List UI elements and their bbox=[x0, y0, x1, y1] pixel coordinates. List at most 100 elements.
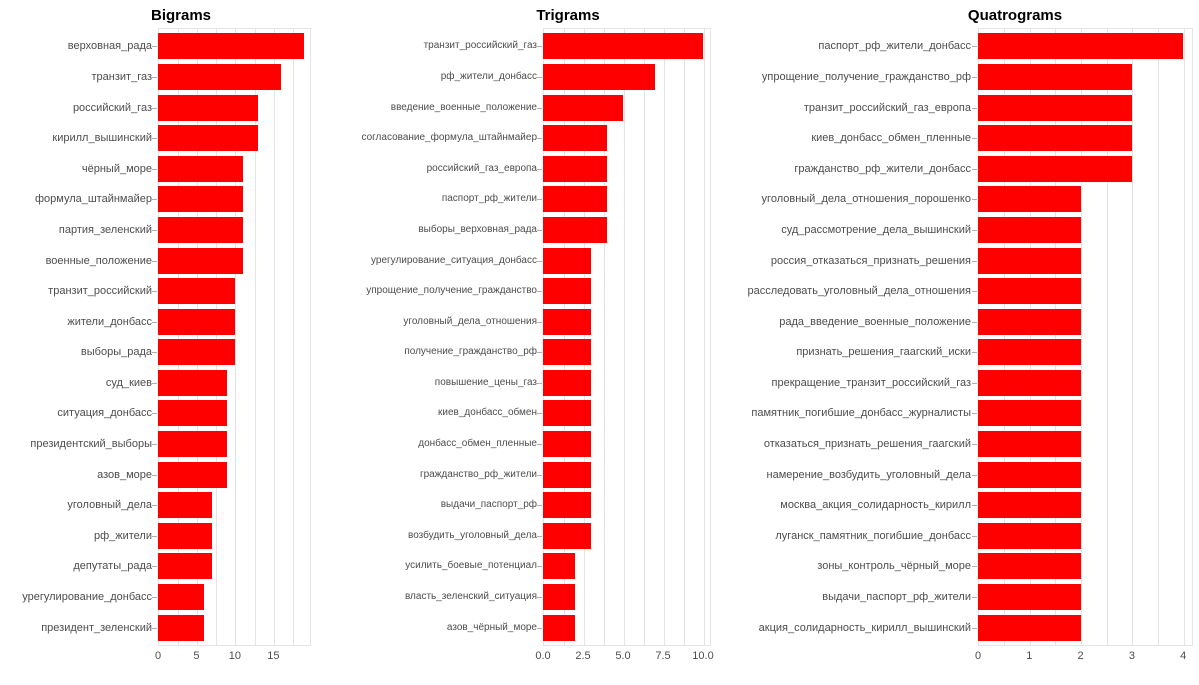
bar bbox=[158, 492, 212, 519]
category-label: уголовный_дела bbox=[67, 499, 152, 512]
y-axis-tick bbox=[152, 505, 157, 507]
gridline bbox=[273, 29, 275, 645]
y-axis-tick bbox=[972, 382, 977, 384]
bar bbox=[978, 614, 1081, 641]
category-label: расследовать_уголовный_дела_отношения bbox=[747, 285, 972, 298]
category-label: чёрный_море bbox=[81, 162, 152, 175]
y-axis-tick bbox=[537, 199, 542, 201]
bar bbox=[158, 278, 235, 305]
category-label: усилить_боевые_потенциал bbox=[405, 560, 537, 572]
bar bbox=[978, 308, 1081, 335]
gridline bbox=[216, 29, 218, 645]
chart-title-trigrams: Trigrams bbox=[536, 7, 600, 24]
category-label: памятник_погибшие_донбасс_журналисты bbox=[751, 407, 971, 420]
category-label: признать_решения_гаагский_иски bbox=[796, 346, 971, 359]
y-axis-tick bbox=[972, 76, 977, 78]
category-label: рада_введение_военные_положение bbox=[779, 315, 971, 328]
bar bbox=[978, 339, 1081, 366]
y-axis-tick bbox=[152, 229, 157, 231]
x-tick-label: 15 bbox=[267, 650, 280, 662]
bar bbox=[543, 247, 591, 274]
gridline bbox=[1132, 29, 1134, 645]
y-axis-tick bbox=[537, 168, 542, 170]
category-label: кирилл_вышинский bbox=[52, 132, 152, 145]
category-label: гражданство_рф_жители_донбасс bbox=[794, 162, 971, 175]
category-label: паспорт_рф_жители_донбасс bbox=[818, 40, 971, 53]
y-axis-tick bbox=[152, 138, 157, 140]
category-label: получение_гражданство_рф bbox=[404, 346, 537, 358]
bar bbox=[978, 155, 1132, 182]
y-axis-tick bbox=[152, 291, 157, 293]
bar bbox=[978, 553, 1081, 580]
bar bbox=[158, 522, 212, 549]
x-tick-label: 10.0 bbox=[692, 650, 714, 662]
y-axis-tick bbox=[152, 321, 157, 323]
y-axis-tick bbox=[972, 444, 977, 446]
gridline bbox=[1106, 29, 1108, 645]
bar bbox=[158, 125, 258, 152]
bar bbox=[543, 431, 591, 458]
bar bbox=[158, 186, 243, 213]
bar bbox=[543, 278, 591, 305]
bar bbox=[158, 339, 235, 366]
y-axis-tick bbox=[537, 566, 542, 568]
x-tick-label: 2 bbox=[1077, 650, 1084, 662]
x-tick-label: 5 bbox=[193, 650, 200, 662]
y-axis-tick bbox=[537, 597, 542, 599]
y-axis-tick bbox=[972, 321, 977, 323]
bar bbox=[543, 584, 575, 611]
y-axis-tick bbox=[972, 597, 977, 599]
category-label: суд_киев bbox=[105, 376, 152, 389]
x-tick-label: 0.0 bbox=[535, 650, 551, 662]
bar bbox=[158, 431, 228, 458]
category-label: российский_газ bbox=[72, 101, 152, 114]
bar bbox=[158, 584, 205, 611]
category-label: урегулирование_ситуация_донбасс bbox=[371, 254, 537, 266]
category-label: формула_штайнмайер bbox=[34, 193, 152, 206]
bar bbox=[543, 492, 591, 519]
y-axis-tick bbox=[972, 138, 977, 140]
category-label: возбудить_уголовный_дела bbox=[408, 529, 537, 541]
gridline bbox=[643, 29, 645, 645]
bar bbox=[978, 431, 1081, 458]
bar bbox=[158, 94, 258, 121]
y-axis-tick bbox=[972, 260, 977, 262]
category-label: намерение_возбудить_уголовный_дела bbox=[766, 468, 971, 481]
bar bbox=[978, 216, 1081, 243]
category-label: ситуация_донбасс bbox=[57, 407, 152, 420]
bar bbox=[158, 400, 228, 427]
gridline bbox=[583, 29, 585, 645]
y-axis-tick bbox=[537, 505, 542, 507]
category-label: выборы_верховная_рада bbox=[418, 223, 537, 235]
x-tick-label: 3 bbox=[1128, 650, 1135, 662]
bar bbox=[543, 155, 607, 182]
bar bbox=[978, 186, 1081, 213]
y-axis-tick bbox=[152, 260, 157, 262]
bar bbox=[543, 308, 591, 335]
category-label: паспорт_рф_жители bbox=[441, 193, 537, 205]
y-axis-tick bbox=[972, 46, 977, 48]
bar bbox=[978, 94, 1132, 121]
category-label: транзит_газ bbox=[91, 70, 153, 83]
category-label: акция_солидарность_кирилл_вышинский bbox=[758, 621, 971, 634]
bar bbox=[158, 553, 212, 580]
y-axis-tick bbox=[972, 352, 977, 354]
y-axis-tick bbox=[972, 474, 977, 476]
x-tick-label: 5.0 bbox=[615, 650, 631, 662]
y-axis-tick bbox=[537, 382, 542, 384]
y-axis-tick bbox=[537, 138, 542, 140]
y-axis-tick bbox=[152, 382, 157, 384]
gridline bbox=[563, 29, 565, 645]
y-axis-tick bbox=[152, 107, 157, 109]
y-axis-tick bbox=[537, 321, 542, 323]
x-tick-label: 7.5 bbox=[655, 650, 671, 662]
category-label: прекращение_транзит_российский_газ bbox=[771, 376, 971, 389]
category-label: уголовный_дела_отношения bbox=[403, 315, 537, 327]
category-label: гражданство_рф_жители bbox=[419, 468, 537, 480]
category-label: киев_донбасс_обмен_пленные bbox=[811, 132, 971, 145]
category-label: власть_зеленский_ситуация bbox=[404, 591, 537, 603]
y-axis-tick bbox=[152, 168, 157, 170]
y-axis-tick bbox=[537, 413, 542, 415]
category-label: партия_зеленский bbox=[58, 223, 152, 236]
bar bbox=[543, 522, 591, 549]
